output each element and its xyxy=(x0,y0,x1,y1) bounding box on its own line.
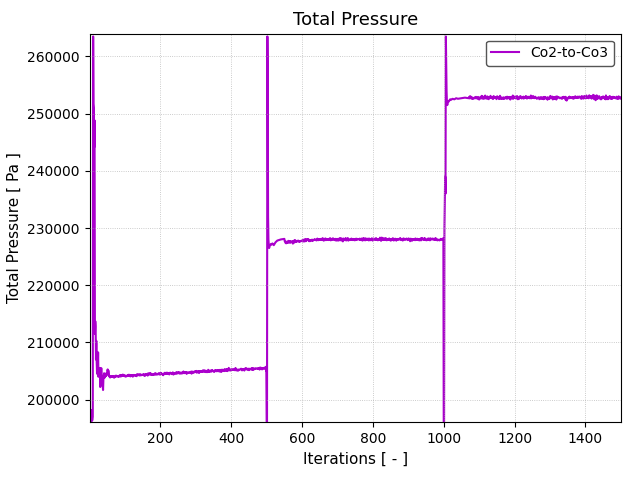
Co2-to-Co3 xyxy=(228,367,236,372)
Co2-to-Co3 xyxy=(440,424,448,430)
X-axis label: Iterations [ - ]: Iterations [ - ] xyxy=(303,452,408,467)
Co2-to-Co3 xyxy=(130,372,138,378)
Co2-to-Co3 xyxy=(291,237,299,243)
Title: Total Pressure: Total Pressure xyxy=(292,11,418,29)
Line: Co2-to-Co3: Co2-to-Co3 xyxy=(90,36,620,427)
Y-axis label: Total Pressure [ Pa ]: Total Pressure [ Pa ] xyxy=(6,153,22,303)
Legend: Co2-to-Co3: Co2-to-Co3 xyxy=(486,40,614,66)
Co2-to-Co3 xyxy=(225,367,232,373)
Co2-to-Co3 xyxy=(217,367,225,373)
Co2-to-Co3 xyxy=(616,96,624,101)
Co2-to-Co3 xyxy=(90,34,97,39)
Co2-to-Co3 xyxy=(86,420,94,425)
Co2-to-Co3 xyxy=(519,95,527,100)
